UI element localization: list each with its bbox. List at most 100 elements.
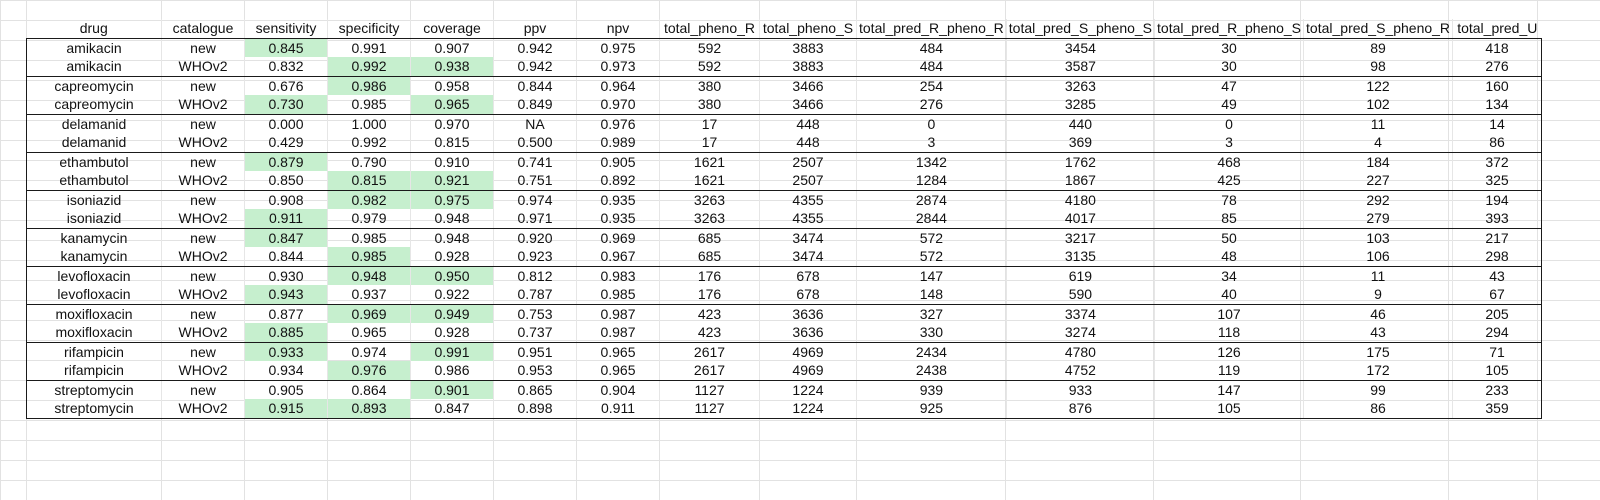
column-header-coverage[interactable]: coverage <box>410 19 494 39</box>
cell-sensitivity[interactable]: 0.934 <box>244 361 328 381</box>
cell-total-pred-R-pheno-S[interactable]: 78 <box>1154 190 1305 209</box>
cell-npv[interactable]: 0.911 <box>576 399 660 419</box>
cell-specificity[interactable]: 0.985 <box>327 95 411 115</box>
cell-total-pred-S-pheno-S[interactable]: 933 <box>1005 380 1156 399</box>
column-header-total-pred-S-pheno-S[interactable]: total_pred_S_pheno_S <box>1005 19 1156 39</box>
cell-sensitivity[interactable]: 0.730 <box>244 95 328 115</box>
cell-total-pheno-S[interactable]: 678 <box>759 266 857 285</box>
cell-coverage[interactable]: 0.986 <box>410 361 494 381</box>
cell-total-pheno-S[interactable]: 4355 <box>759 190 857 209</box>
cell-coverage[interactable]: 0.928 <box>410 323 494 343</box>
cell-total-pheno-R[interactable]: 2617 <box>659 361 760 381</box>
column-header-specificity[interactable]: specificity <box>327 19 411 39</box>
cell-total-pred-R-pheno-S[interactable]: 3 <box>1154 133 1305 153</box>
cell-total-pred-U[interactable]: 194 <box>1452 190 1543 209</box>
cell-coverage[interactable]: 0.958 <box>410 76 494 95</box>
cell-drug[interactable]: rifampicin <box>26 342 162 361</box>
cell-total-pheno-R[interactable]: 3263 <box>659 209 760 229</box>
cell-coverage[interactable]: 0.948 <box>410 209 494 229</box>
cell-total-pred-S-pheno-R[interactable]: 292 <box>1303 190 1454 209</box>
cell-npv[interactable]: 0.965 <box>576 361 660 381</box>
cell-sensitivity[interactable]: 0.877 <box>244 304 328 323</box>
cell-drug[interactable]: moxifloxacin <box>26 323 162 343</box>
cell-total-pred-R-pheno-S[interactable]: 107 <box>1154 304 1305 323</box>
cell-total-pheno-R[interactable]: 592 <box>659 57 760 77</box>
cell-total-pheno-R[interactable]: 176 <box>659 266 760 285</box>
cell-specificity[interactable]: 0.985 <box>327 228 411 247</box>
cell-ppv[interactable]: 0.737 <box>493 323 577 343</box>
cell-drug[interactable]: capreomycin <box>26 76 162 95</box>
cell-specificity[interactable]: 0.969 <box>327 304 411 323</box>
cell-coverage[interactable]: 0.847 <box>410 399 494 419</box>
cell-sensitivity[interactable]: 0.845 <box>244 38 328 57</box>
cell-total-pred-S-pheno-S[interactable]: 4752 <box>1005 361 1156 381</box>
cell-total-pred-R-pheno-S[interactable]: 119 <box>1154 361 1305 381</box>
cell-total-pred-S-pheno-R[interactable]: 175 <box>1303 342 1454 361</box>
cell-total-pred-U[interactable]: 105 <box>1452 361 1543 381</box>
cell-npv[interactable]: 0.987 <box>576 304 660 323</box>
cell-coverage[interactable]: 0.910 <box>410 152 494 171</box>
cell-drug[interactable]: capreomycin <box>26 95 162 115</box>
cell-total-pheno-R[interactable]: 592 <box>659 38 760 57</box>
cell-total-pred-S-pheno-R[interactable]: 227 <box>1303 171 1454 191</box>
cell-sensitivity[interactable]: 0.911 <box>244 209 328 229</box>
cell-total-pred-R-pheno-R[interactable]: 572 <box>856 247 1007 267</box>
cell-total-pheno-S[interactable]: 3466 <box>759 76 857 95</box>
cell-npv[interactable]: 0.935 <box>576 190 660 209</box>
cell-coverage[interactable]: 0.948 <box>410 228 494 247</box>
cell-drug[interactable]: isoniazid <box>26 190 162 209</box>
cell-sensitivity[interactable]: 0.908 <box>244 190 328 209</box>
cell-ppv[interactable]: 0.865 <box>493 380 577 399</box>
cell-ppv[interactable]: 0.953 <box>493 361 577 381</box>
cell-total-pred-R-pheno-S[interactable]: 105 <box>1154 399 1305 419</box>
cell-npv[interactable]: 0.935 <box>576 209 660 229</box>
cell-total-pred-S-pheno-S[interactable]: 876 <box>1005 399 1156 419</box>
cell-total-pred-S-pheno-R[interactable]: 122 <box>1303 76 1454 95</box>
cell-total-pred-S-pheno-R[interactable]: 11 <box>1303 266 1454 285</box>
cell-total-pred-U[interactable]: 217 <box>1452 228 1543 247</box>
cell-total-pred-S-pheno-S[interactable]: 3135 <box>1005 247 1156 267</box>
cell-npv[interactable]: 0.987 <box>576 323 660 343</box>
cell-npv[interactable]: 0.964 <box>576 76 660 95</box>
cell-specificity[interactable]: 0.992 <box>327 133 411 153</box>
cell-total-pred-U[interactable]: 294 <box>1452 323 1543 343</box>
cell-coverage[interactable]: 0.938 <box>410 57 494 77</box>
cell-total-pred-S-pheno-R[interactable]: 46 <box>1303 304 1454 323</box>
cell-catalogue[interactable]: WHOv2 <box>161 209 245 229</box>
cell-total-pheno-R[interactable]: 423 <box>659 304 760 323</box>
cell-catalogue[interactable]: new <box>161 342 245 361</box>
cell-specificity[interactable]: 0.985 <box>327 247 411 267</box>
cell-total-pred-S-pheno-S[interactable]: 619 <box>1005 266 1156 285</box>
cell-total-pheno-R[interactable]: 3263 <box>659 190 760 209</box>
cell-specificity[interactable]: 0.976 <box>327 361 411 381</box>
cell-coverage[interactable]: 0.907 <box>410 38 494 57</box>
cell-total-pred-S-pheno-R[interactable]: 99 <box>1303 380 1454 399</box>
cell-npv[interactable]: 0.904 <box>576 380 660 399</box>
cell-npv[interactable]: 0.989 <box>576 133 660 153</box>
cell-coverage[interactable]: 0.975 <box>410 190 494 209</box>
cell-total-pred-R-pheno-R[interactable]: 276 <box>856 95 1007 115</box>
cell-drug[interactable]: rifampicin <box>26 361 162 381</box>
cell-catalogue[interactable]: new <box>161 190 245 209</box>
cell-total-pred-R-pheno-R[interactable]: 1342 <box>856 152 1007 171</box>
cell-total-pred-R-pheno-R[interactable]: 939 <box>856 380 1007 399</box>
cell-total-pred-R-pheno-R[interactable]: 572 <box>856 228 1007 247</box>
cell-npv[interactable]: 0.976 <box>576 114 660 133</box>
cell-total-pred-S-pheno-R[interactable]: 98 <box>1303 57 1454 77</box>
cell-drug[interactable]: delamanid <box>26 114 162 133</box>
cell-total-pred-R-pheno-R[interactable]: 327 <box>856 304 1007 323</box>
cell-total-pred-R-pheno-R[interactable]: 330 <box>856 323 1007 343</box>
cell-total-pred-S-pheno-R[interactable]: 103 <box>1303 228 1454 247</box>
cell-total-pred-R-pheno-R[interactable]: 2434 <box>856 342 1007 361</box>
cell-drug[interactable]: levofloxacin <box>26 285 162 305</box>
cell-total-pred-U[interactable]: 71 <box>1452 342 1543 361</box>
cell-catalogue[interactable]: WHOv2 <box>161 323 245 343</box>
cell-ppv[interactable]: 0.753 <box>493 304 577 323</box>
cell-total-pheno-R[interactable]: 423 <box>659 323 760 343</box>
cell-catalogue[interactable]: WHOv2 <box>161 285 245 305</box>
cell-specificity[interactable]: 0.982 <box>327 190 411 209</box>
cell-coverage[interactable]: 0.901 <box>410 380 494 399</box>
cell-ppv[interactable]: NA <box>493 114 577 133</box>
cell-total-pheno-S[interactable]: 2507 <box>759 152 857 171</box>
cell-total-pred-R-pheno-R[interactable]: 2874 <box>856 190 1007 209</box>
